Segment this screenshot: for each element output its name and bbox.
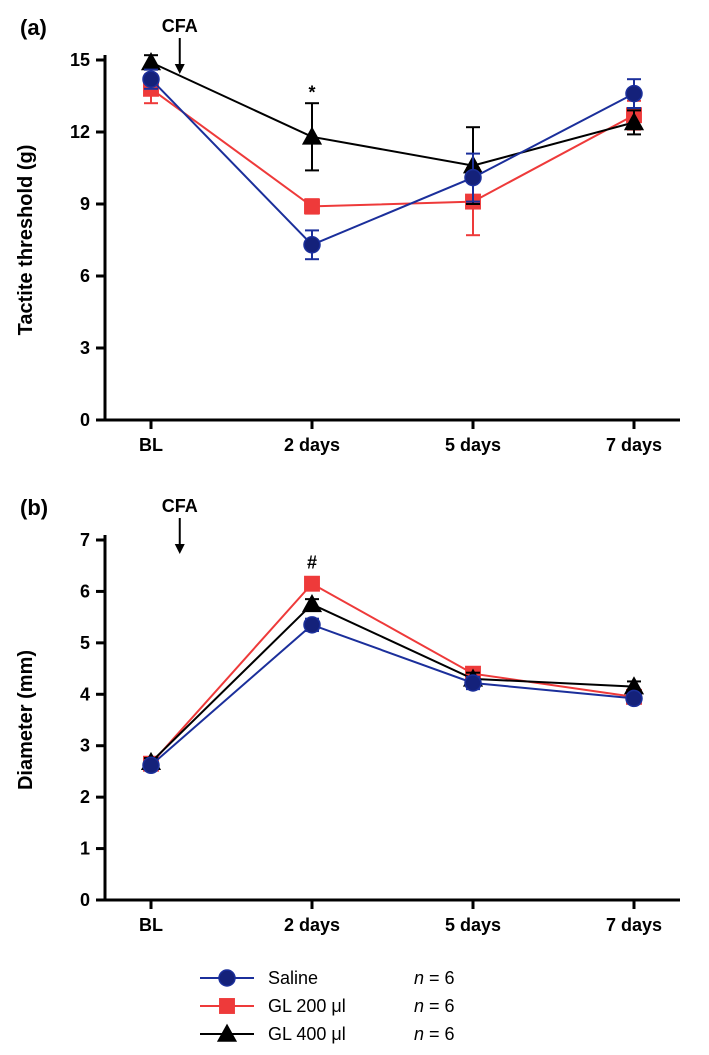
svg-text:GL 400 μl: GL 400 μl [268,1024,346,1044]
svg-text:#: # [307,552,317,572]
svg-text:2: 2 [80,787,90,807]
svg-text:7: 7 [80,530,90,550]
svg-text:3: 3 [80,338,90,358]
panel-b: (b) 0 1 2 3 4 5 6 7 BL 2 days 5 days 7 days Diameter … [0,480,709,960]
svg-text:Diameter (mm): Diameter (mm) [15,650,37,790]
svg-text:1: 1 [80,839,90,859]
svg-text:2 days: 2 days [284,435,340,455]
svg-text:5 days: 5 days [445,915,501,935]
svg-text:*: * [308,82,315,102]
svg-text:6: 6 [80,581,90,601]
panel-a: (a) 0 3 6 9 12 15 BL 2 days 5 days 7 days Tactite t… [0,0,709,480]
svg-text:15: 15 [70,50,90,70]
svg-text:(a): (a) [20,15,47,40]
svg-text:0: 0 [80,410,90,430]
svg-text:0: 0 [80,890,90,910]
svg-text:5: 5 [80,633,90,653]
svg-text:3: 3 [80,736,90,756]
svg-text:Tactite threshold (g): Tactite threshold (g) [15,145,37,336]
svg-text:4: 4 [80,684,90,704]
svg-text:Saline: Saline [268,968,318,988]
svg-text:(b): (b) [20,495,48,520]
svg-text:CFA: CFA [162,496,198,516]
chart-a-svg: (a) 0 3 6 9 12 15 BL 2 days 5 days 7 days Tactite t… [0,0,709,480]
svg-text:GL 200 μl: GL 200 μl [268,996,346,1016]
legend: Saline n = 6 GL 200 μl n = 6 GL 400 μl n = 6 [0,960,709,1055]
svg-text:CFA: CFA [162,16,198,36]
chart-b-svg: (b) 0 1 2 3 4 5 6 7 BL 2 days 5 days 7 days Diameter … [0,480,709,960]
figure: (a)03691215BL2 days5 days7 daysTactite t… [0,0,709,1055]
svg-text:n = 6: n = 6 [414,1024,455,1044]
svg-text:BL: BL [139,435,163,455]
svg-text:5 days: 5 days [445,435,501,455]
svg-text:6: 6 [80,266,90,286]
svg-text:9: 9 [80,194,90,214]
svg-text:n = 6: n = 6 [414,996,455,1016]
svg-text:7 days: 7 days [606,435,662,455]
svg-text:7 days: 7 days [606,915,662,935]
svg-text:n = 6: n = 6 [414,968,455,988]
svg-text:12: 12 [70,122,90,142]
svg-text:2 days: 2 days [284,915,340,935]
legend-svg: Saline n = 6 GL 200 μl n = 6 GL 400 μl n = 6 [0,960,709,1055]
svg-text:BL: BL [139,915,163,935]
